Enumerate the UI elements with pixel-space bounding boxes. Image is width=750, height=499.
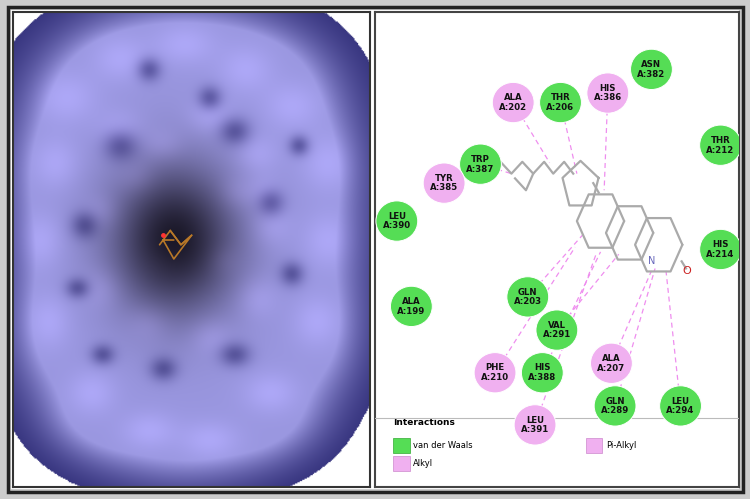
Text: THR
A:212: THR A:212 (706, 136, 735, 155)
Text: GLN
A:289: GLN A:289 (601, 397, 629, 415)
Text: ALA
A:202: ALA A:202 (500, 93, 527, 112)
Ellipse shape (590, 343, 632, 383)
FancyBboxPatch shape (393, 456, 410, 472)
Ellipse shape (587, 73, 628, 113)
Text: N: N (649, 256, 656, 266)
Ellipse shape (700, 230, 742, 269)
Text: Alkyl: Alkyl (413, 459, 434, 468)
Ellipse shape (514, 405, 556, 445)
Text: HIS
A:214: HIS A:214 (706, 240, 735, 259)
Text: LEU
A:391: LEU A:391 (521, 416, 549, 434)
Ellipse shape (539, 82, 581, 123)
Ellipse shape (700, 125, 742, 165)
Ellipse shape (474, 353, 516, 393)
Text: TRP
A:387: TRP A:387 (466, 155, 495, 174)
Ellipse shape (376, 201, 418, 241)
Ellipse shape (391, 286, 432, 326)
Ellipse shape (507, 277, 549, 317)
FancyBboxPatch shape (586, 438, 602, 453)
Text: LEU
A:294: LEU A:294 (666, 397, 694, 415)
Text: HIS
A:386: HIS A:386 (594, 84, 622, 102)
Ellipse shape (423, 163, 465, 203)
Ellipse shape (660, 386, 701, 426)
Text: LEU
A:390: LEU A:390 (382, 212, 411, 231)
Text: THR
A:206: THR A:206 (547, 93, 574, 112)
Ellipse shape (536, 310, 578, 350)
Text: GLN
A:203: GLN A:203 (514, 287, 542, 306)
Text: ALA
A:199: ALA A:199 (398, 297, 425, 316)
Text: Interactions: Interactions (393, 418, 455, 427)
Text: Pi-Alkyl: Pi-Alkyl (606, 441, 636, 450)
Ellipse shape (460, 144, 502, 184)
Ellipse shape (521, 353, 563, 393)
Text: van der Waals: van der Waals (413, 441, 472, 450)
Text: ASN
A:382: ASN A:382 (638, 60, 665, 79)
Ellipse shape (594, 386, 636, 426)
Ellipse shape (631, 49, 672, 89)
Text: O: O (682, 266, 691, 276)
Text: TYR
A:385: TYR A:385 (430, 174, 458, 193)
Text: ALA
A:207: ALA A:207 (597, 354, 626, 373)
FancyBboxPatch shape (393, 438, 410, 453)
Text: PHE
A:210: PHE A:210 (481, 363, 509, 382)
Text: HIS
A:388: HIS A:388 (528, 363, 556, 382)
Text: VAL
A:291: VAL A:291 (543, 321, 571, 339)
Ellipse shape (492, 82, 534, 123)
